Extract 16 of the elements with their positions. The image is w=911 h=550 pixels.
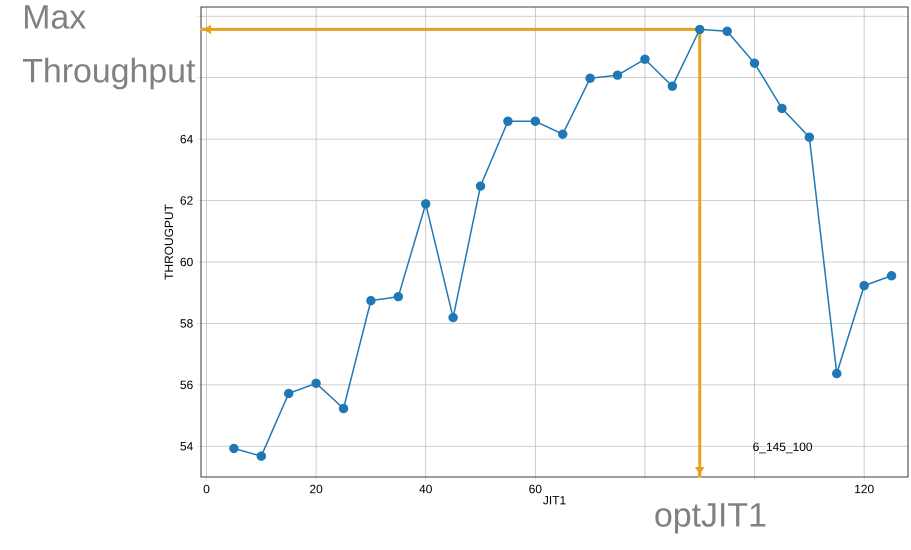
y-tick-label: 62 [180,196,193,205]
ref-line-label: Max Throughput [22,5,196,90]
ref-line-label: optJIT1 [655,503,766,534]
annotation: 6_145_100 [753,442,812,454]
x-tick-label: 120 [855,484,874,494]
x-tick-label: 60 [529,484,542,494]
x-tick-label: 20 [310,484,322,494]
x-tick-label: 0 [204,484,210,494]
y-tick-label: 54 [180,442,193,450]
y-tick-label: 56 [180,380,193,390]
x-axis-title: JIT1 [543,496,566,504]
y-tick-label: 58 [180,319,193,328]
y-tick-label: 64 [180,134,193,144]
y-axis-title: THROUGPUT [164,204,174,280]
y-tick-label: 60 [180,258,193,266]
x-tick-label: 40 [419,484,432,494]
